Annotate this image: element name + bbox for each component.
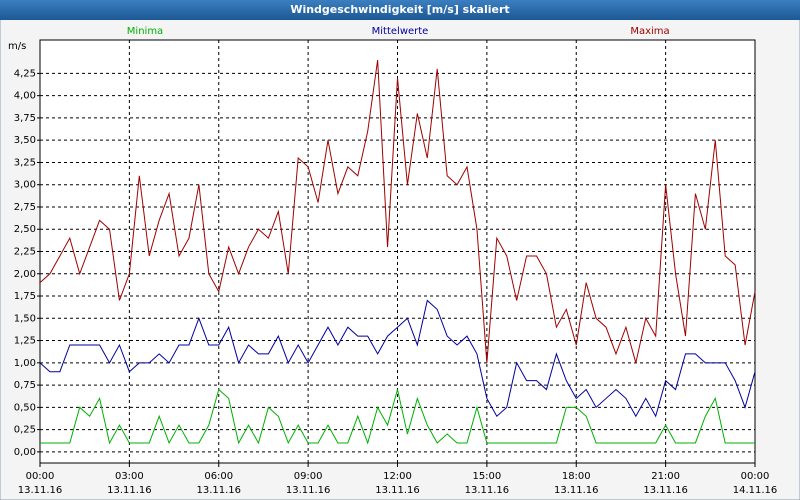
y-tick-label: 4,25 (14, 68, 36, 79)
y-tick-label: 0,00 (14, 447, 36, 458)
y-tick-label: 1,00 (14, 358, 36, 369)
y-tick-label: 2,00 (14, 269, 36, 280)
x-tick-label: 18:00 13.11.16 (554, 471, 599, 496)
x-tick-label: 06:00 13.11.16 (196, 471, 241, 496)
y-tick-label: 1,75 (14, 291, 36, 302)
y-tick-label: 2,50 (14, 224, 36, 235)
x-tick-label: 15:00 13.11.16 (465, 471, 510, 496)
x-tick-label: 09:00 13.11.16 (286, 471, 331, 496)
x-tick-label: 21:00 13.11.16 (643, 471, 688, 496)
y-tick-label: 3,25 (14, 157, 36, 168)
title-bar (0, 0, 800, 20)
series-line (39, 59, 756, 363)
y-axis-label: m/s (8, 41, 26, 52)
y-tick-label: 4,00 (14, 91, 36, 102)
y-tick-label: 0,25 (14, 425, 36, 436)
legend-entry: Maxima (630, 26, 669, 37)
y-tick-label: 3,50 (14, 135, 36, 146)
x-tick-label: 03:00 13.11.16 (107, 471, 152, 496)
y-tick-label: 0,50 (14, 402, 36, 413)
legend-entry: Minima (127, 26, 163, 37)
y-tick-label: 2,75 (14, 202, 36, 213)
series-line (39, 299, 756, 418)
series-line (40, 388, 755, 445)
y-tick-label: 3,75 (14, 113, 36, 124)
y-tick-label: 1,50 (14, 313, 36, 324)
y-tick-label: 2,25 (14, 247, 36, 258)
y-tick-label: 0,75 (14, 380, 36, 391)
x-tick-label: 00:00 14.11.16 (733, 471, 778, 496)
chart-title: Windgeschwindigkeit [m/s] skaliert (290, 3, 509, 16)
x-tick-label: 12:00 13.11.16 (375, 471, 420, 496)
y-tick-label: 3,00 (14, 180, 36, 191)
legend-entry: Mittelwerte (372, 26, 429, 37)
x-tick-label: 00:00 13.11.16 (18, 471, 63, 496)
y-tick-label: 1,25 (14, 336, 36, 347)
